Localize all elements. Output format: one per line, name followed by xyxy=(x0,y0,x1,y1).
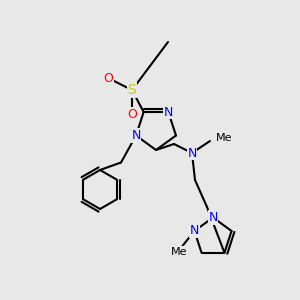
Text: O: O xyxy=(103,71,113,85)
Text: N: N xyxy=(208,211,218,224)
Text: Me: Me xyxy=(171,247,188,257)
Text: N: N xyxy=(190,224,199,238)
Text: N: N xyxy=(131,129,141,142)
Text: O: O xyxy=(127,107,137,121)
Text: Me: Me xyxy=(216,133,232,143)
Text: N: N xyxy=(164,106,173,118)
Text: N: N xyxy=(187,146,197,160)
Text: S: S xyxy=(128,83,136,97)
